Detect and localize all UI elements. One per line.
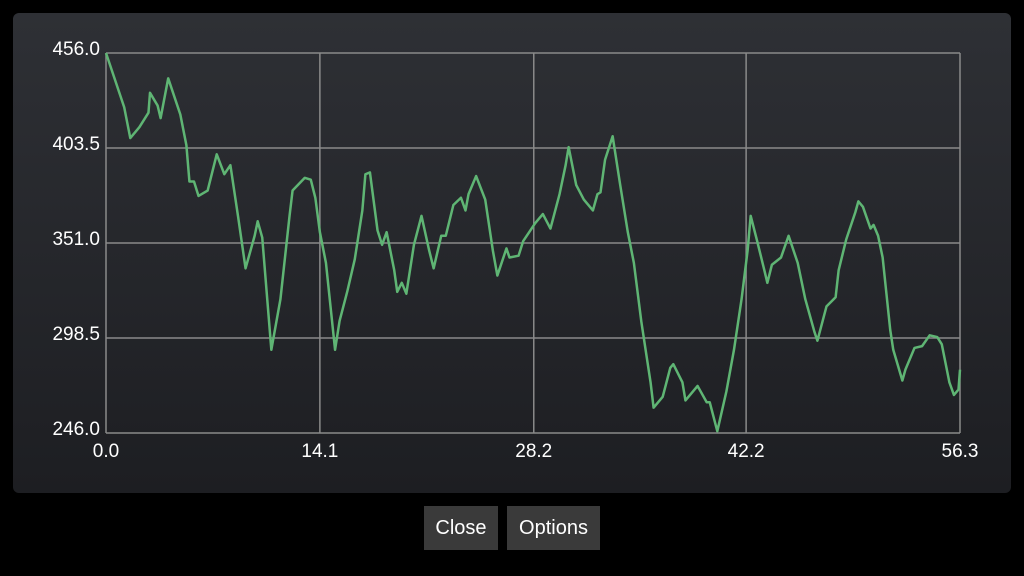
y-tick-label: 403.5	[52, 134, 100, 155]
y-tick-label: 298.5	[52, 324, 100, 345]
x-tick-label: 0.0	[93, 441, 119, 462]
y-tick-label: 351.0	[52, 229, 100, 250]
x-tick-label: 28.2	[515, 441, 552, 462]
data-line	[104, 52, 962, 433]
x-tick-label: 56.3	[942, 441, 979, 462]
options-button[interactable]: Options	[507, 506, 600, 550]
y-tick-label: 246.0	[52, 419, 100, 440]
chart-panel	[13, 13, 1011, 493]
y-tick-label: 456.0	[52, 39, 100, 60]
x-tick-label: 14.1	[301, 441, 338, 462]
close-button[interactable]: Close	[424, 506, 498, 550]
x-tick-label: 42.2	[728, 441, 765, 462]
